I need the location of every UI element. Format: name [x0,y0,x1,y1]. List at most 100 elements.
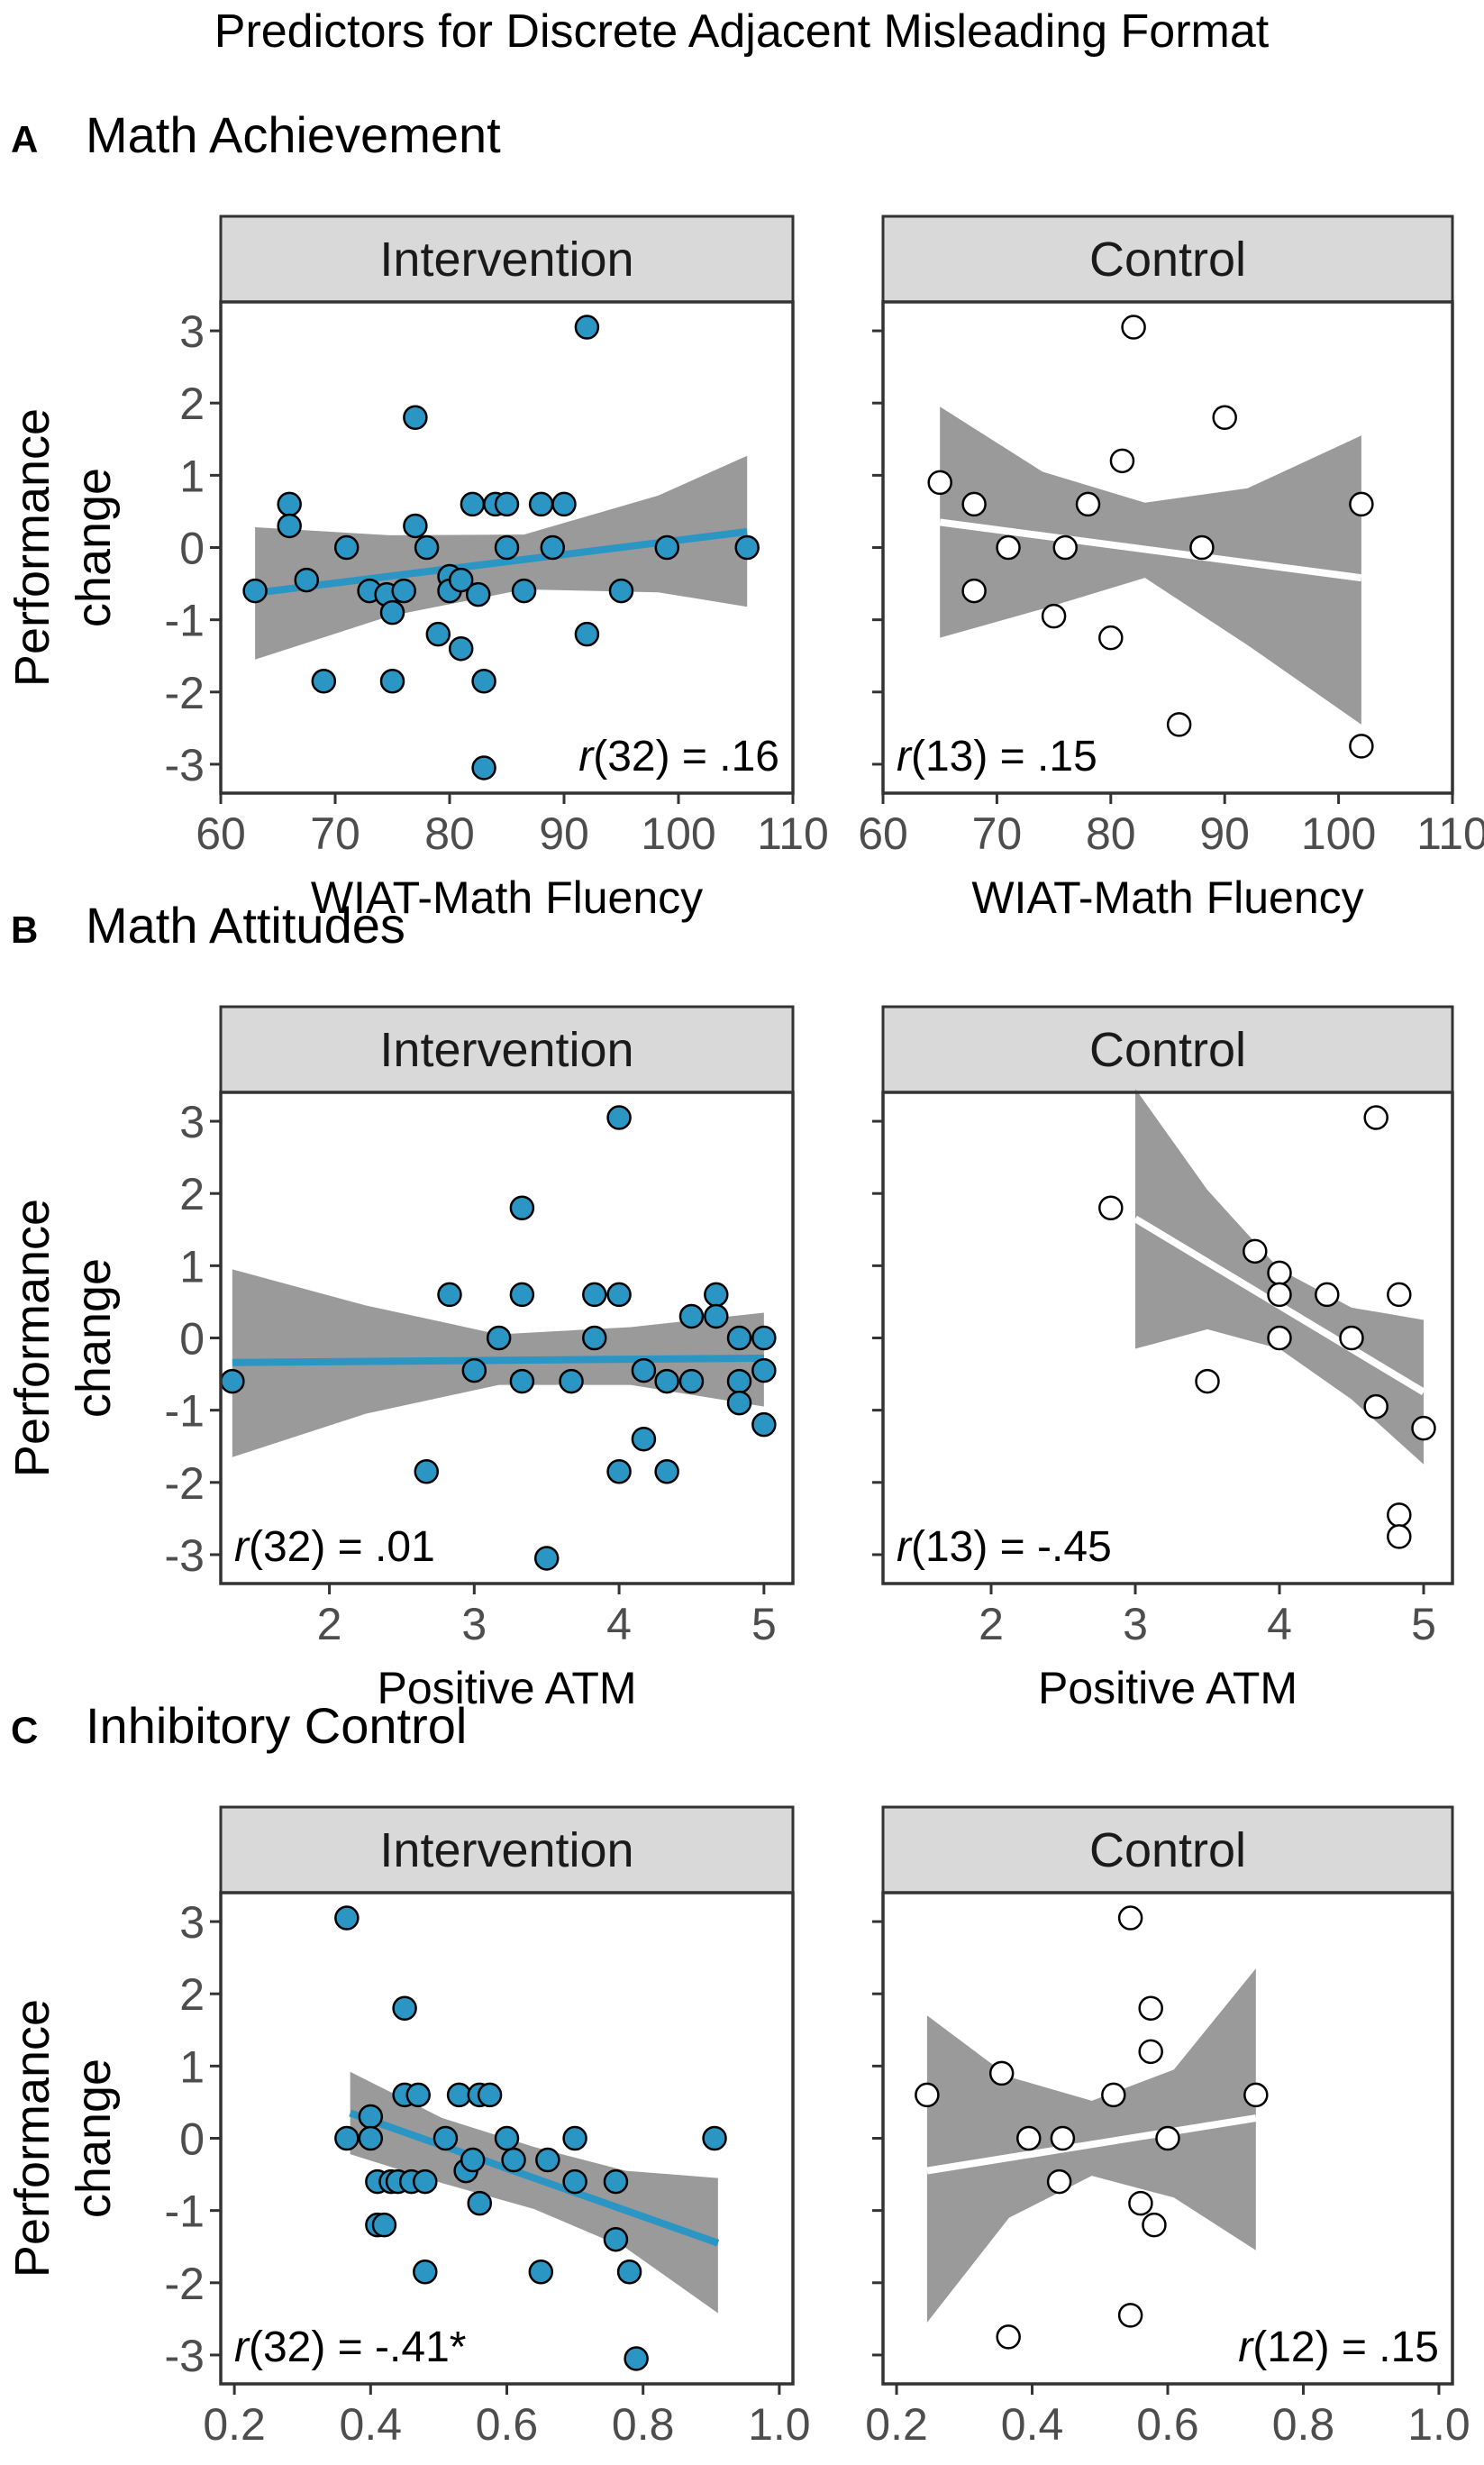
x-axis-title: Positive ATM [377,1663,636,1713]
data-point [1109,448,1135,474]
data-point [509,1195,535,1220]
data-point [528,491,554,517]
data-point [704,1282,729,1308]
panel-intervention: Intervention -3 -2 -1 0 1 2 3 2 3 4 5 Positive ATM r(… [165,1005,795,1713]
y-tick-label: -3 [165,1530,205,1581]
data-point [562,2125,587,2151]
data-point [1098,1195,1124,1220]
correlation-r-symbol: r [234,2323,250,2371]
data-point [425,621,451,647]
data-point [624,2346,649,2371]
data-point [333,534,360,561]
data-point [1166,712,1192,737]
data-point [1189,534,1215,561]
section-c: C Inhibitory Control Performance change Inte… [5,1697,1470,2465]
data-point [1121,315,1146,340]
facet-label: Control [1089,1823,1246,1877]
data-point [1195,1368,1220,1394]
data-point [509,1368,535,1394]
data-point [391,578,416,604]
correlation-value: (12) = .15 [1252,2323,1439,2371]
data-point [1363,1393,1388,1420]
data-point [501,2147,526,2173]
data-point [511,578,537,604]
data-point [1411,1415,1436,1441]
x-tick-label: 0.6 [1136,2399,1199,2450]
section-title: Math Achievement [86,106,501,163]
data-point [405,2082,431,2108]
panel-intervention: Intervention -3 -2 -1 0 1 2 3 60 70 80 90 100 110 WIAT… [165,215,829,923]
data-point [379,669,405,694]
section-b: B Math Attitudes Performance change Interven… [5,897,1454,1713]
facet-label: Intervention [379,233,633,287]
data-point [437,1282,462,1308]
data-point [1315,1282,1340,1308]
data-point [704,1303,729,1329]
correlation-annotation: r(32) = .01 [234,1523,435,1571]
regression-line [926,2114,1257,2175]
data-point [471,669,496,694]
data-point [277,513,302,539]
data-point [606,1459,632,1484]
data-point [559,1368,584,1394]
data-point [1138,2039,1163,2065]
y-tick-label: -1 [165,1386,205,1437]
data-point [311,669,337,694]
x-tick-label: 60 [196,808,246,859]
confidence-band [940,406,1361,725]
facet-label: Control [1089,233,1246,287]
panel-control: Control 0.2 0.4 0.6 0.8 1.0 H&F Mixed Block r(1… [865,1805,1470,2465]
data-point [540,534,566,561]
data-point [1155,2125,1180,2151]
data-point [371,2212,397,2238]
data-point [334,1905,360,1931]
y-tick-label: 2 [179,379,205,429]
x-tick-label: 80 [424,808,475,859]
x-tick-label: 110 [1416,808,1484,859]
data-point [494,491,520,517]
x-tick-label: 0.8 [1272,2399,1335,2450]
y-tick-label: -2 [165,668,205,718]
data-point [1387,1282,1412,1308]
data-point [460,2147,486,2173]
correlation-value: (13) = -.45 [911,1523,1112,1571]
x-tick-label: 0.6 [476,2399,539,2450]
data-point [1098,625,1124,651]
data-point [1387,1502,1412,1528]
y-axis-label: Performance change [5,1199,121,1477]
facet-label: Intervention [379,1023,633,1077]
y-axis-label: Performance change [5,408,121,687]
y-axis-label-line-2: change [67,2059,121,2218]
data-point [996,534,1021,561]
data-point [1050,2125,1076,2151]
x-tick-label: 90 [539,808,589,859]
data-point [988,2060,1015,2086]
facet-strip [219,215,795,304]
data-point [606,1282,632,1308]
x-tick-label: 80 [1086,808,1136,859]
correlation-annotation: r(32) = .16 [578,733,779,781]
x-tick-label: 5 [751,1599,777,1649]
y-axis-label-line-1: Performance [5,1999,59,2278]
data-point [242,578,268,604]
data-point [413,2260,438,2285]
data-point [582,1282,607,1308]
y-axis-label: Performance change [5,1999,121,2278]
data-point [1339,1325,1364,1351]
facet-label: Control [1089,1023,1246,1077]
facet-strip [881,1005,1454,1094]
correlation-r-symbol: r [578,733,595,781]
correlation-r-symbol: r [1238,2323,1254,2371]
data-point [1016,2125,1042,2151]
data-point [494,534,520,561]
y-tick-label: 2 [179,1169,205,1219]
y-tick-label: -3 [165,2331,205,2381]
x-tick-label: 90 [1199,808,1250,859]
x-tick-label: 1.0 [1407,2399,1470,2450]
x-tick-label: 1.0 [748,2399,811,2450]
data-point [358,2104,384,2130]
data-point [1387,1524,1412,1549]
x-tick-label: 60 [858,808,908,859]
x-axis-title: H&F Mixed Block [334,2463,680,2465]
facet-strip [219,1005,795,1094]
